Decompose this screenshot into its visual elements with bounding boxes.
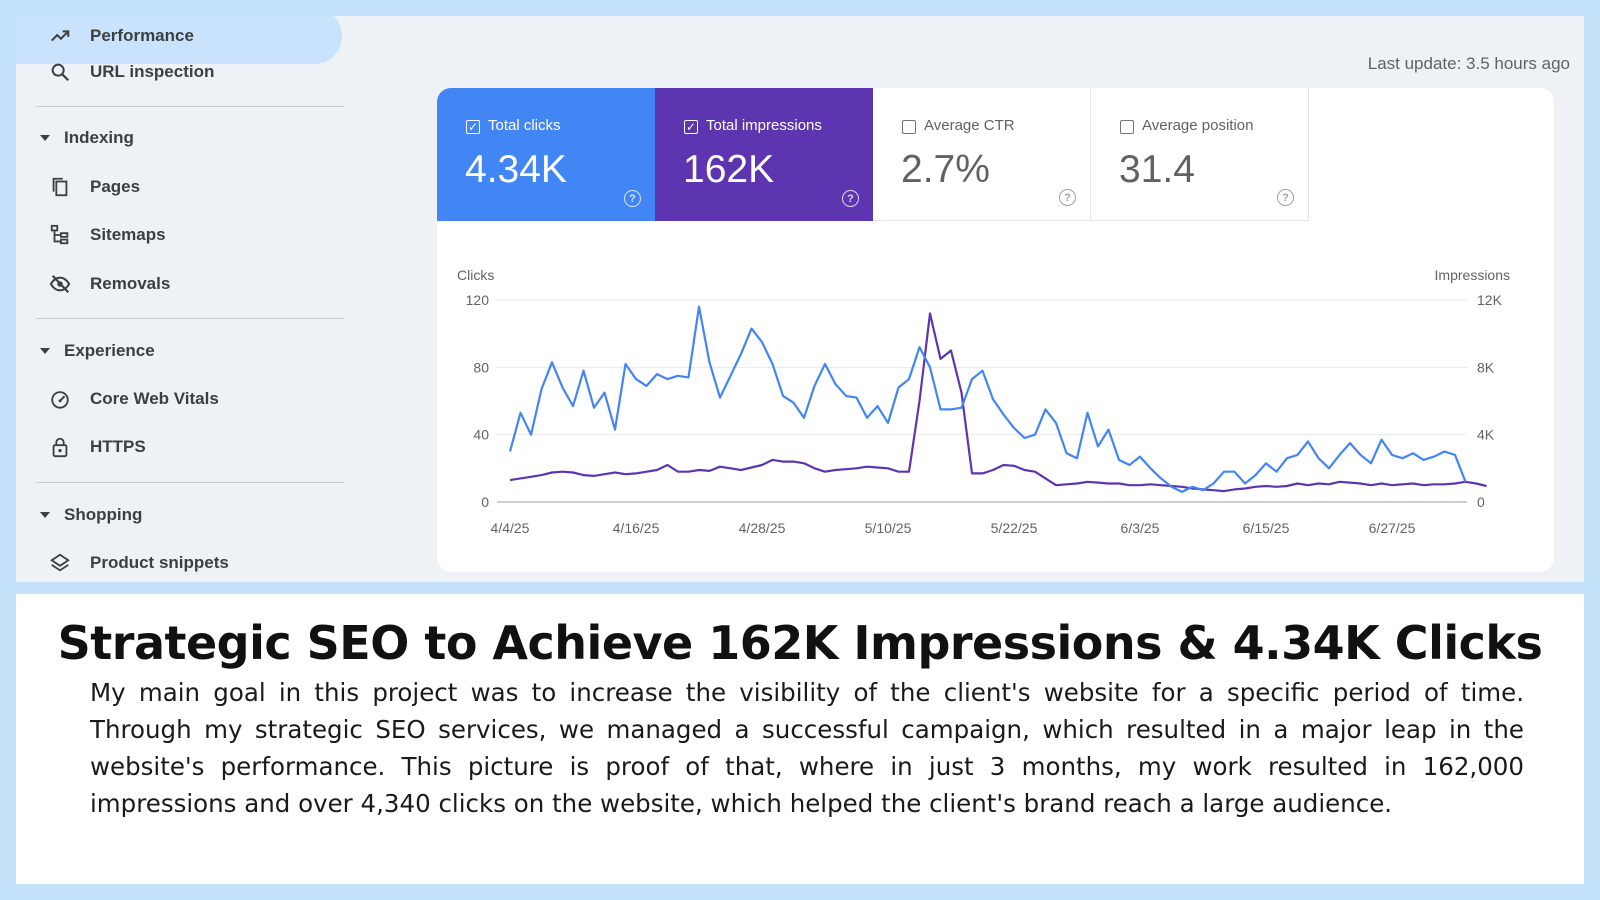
sidebar-item-label: Pages (90, 177, 141, 196)
checkbox-checked-icon[interactable]: ✓ (684, 120, 698, 134)
x-tick-label: 6/27/25 (1369, 520, 1416, 536)
divider (36, 106, 344, 107)
caption-body: My main goal in this project was to incr… (90, 678, 1524, 818)
help-icon[interactable]: ? (1277, 189, 1294, 206)
y-tick-left: 80 (473, 359, 489, 375)
y-tick-right: 8K (1477, 359, 1495, 375)
x-tick-label: 5/22/25 (991, 520, 1038, 536)
help-icon[interactable]: ? (1059, 189, 1076, 206)
y-tick-left: 0 (481, 494, 489, 510)
layers-icon (48, 551, 72, 575)
search-console-screenshot: Performance URL inspection Indexing Page… (16, 16, 1584, 582)
x-tick-label: 4/28/25 (739, 520, 786, 536)
metric-card-average-position[interactable]: Average position 31.4 ? (1091, 88, 1309, 221)
search-icon (48, 60, 72, 84)
checkbox-checked-icon[interactable]: ✓ (466, 120, 480, 134)
section-label: Experience (64, 341, 155, 360)
sidebar-item-label: Sitemaps (90, 225, 166, 244)
metric-label: Average CTR (924, 117, 1015, 134)
sidebar-item-label: Core Web Vitals (90, 389, 219, 408)
x-tick-label: 5/10/25 (865, 520, 912, 536)
sidebar-item-label: HTTPS (90, 437, 146, 456)
caret-down-icon (40, 135, 50, 141)
eye-off-icon (48, 272, 72, 296)
metric-card-total-clicks[interactable]: ✓ Total clicks 4.34K ? (437, 88, 655, 221)
section-indexing[interactable]: Indexing (40, 118, 134, 158)
y-axis-left-label: Clicks (457, 267, 494, 283)
sidebar-item-performance[interactable]: Performance (16, 16, 342, 64)
section-shopping[interactable]: Shopping (40, 495, 142, 535)
section-experience[interactable]: Experience (40, 331, 155, 371)
checkbox-unchecked-icon[interactable] (1120, 120, 1134, 134)
y-axis-right-label: Impressions (1435, 267, 1510, 283)
series-line-impressions (509, 312, 1487, 493)
help-icon[interactable]: ? (842, 190, 859, 207)
metric-label: Total clicks (488, 117, 561, 134)
metric-value: 2.7% (901, 148, 990, 191)
y-tick-right: 4K (1477, 427, 1495, 443)
trending-up-icon (48, 24, 72, 48)
checkbox-unchecked-icon[interactable] (902, 120, 916, 134)
x-tick-label: 4/4/25 (491, 520, 530, 536)
y-tick-left: 40 (473, 427, 489, 443)
caret-down-icon (40, 512, 50, 518)
lock-icon (48, 435, 72, 459)
y-tick-right: 12K (1477, 292, 1503, 308)
series-line-clicks (508, 305, 1467, 493)
metric-value: 162K (683, 148, 775, 191)
metric-label: Total impressions (706, 117, 822, 134)
section-label: Shopping (64, 505, 143, 524)
sidebar-nav: Performance URL inspection Indexing Page… (16, 16, 356, 582)
last-update-text: Last update: 3.5 hours ago (1367, 54, 1570, 73)
y-tick-right: 0 (1477, 494, 1485, 510)
caption-title: Strategic SEO to Achieve 162K Impression… (57, 616, 1543, 670)
metric-label: Average position (1142, 117, 1254, 134)
y-tick-left: 120 (466, 292, 490, 308)
help-icon[interactable]: ? (624, 190, 641, 207)
metric-value: 4.34K (465, 148, 567, 191)
sidebar-item-label: Performance (90, 26, 194, 45)
x-tick-label: 6/15/25 (1243, 520, 1290, 536)
x-tick-label: 6/3/25 (1121, 520, 1160, 536)
sidebar-item-label: URL inspection (90, 62, 215, 81)
section-label: Indexing (64, 128, 134, 147)
metric-value: 31.4 (1119, 148, 1195, 191)
pages-icon (48, 175, 72, 199)
sitemap-icon (48, 223, 72, 247)
x-tick-label: 4/16/25 (613, 520, 660, 536)
divider (36, 482, 344, 483)
performance-panel: ✓ Total clicks 4.34K ? ✓ Total impressio… (437, 88, 1554, 572)
sidebar-item-label: Product snippets (90, 553, 229, 572)
caption-block: Strategic SEO to Achieve 162K Impression… (16, 594, 1584, 884)
divider (36, 318, 344, 319)
caret-down-icon (40, 348, 50, 354)
sidebar-item-label: Removals (90, 274, 171, 293)
gauge-icon (48, 387, 72, 411)
metric-card-average-ctr[interactable]: Average CTR 2.7% ? (873, 88, 1091, 221)
metric-card-total-impressions[interactable]: ✓ Total impressions 162K ? (655, 88, 873, 221)
